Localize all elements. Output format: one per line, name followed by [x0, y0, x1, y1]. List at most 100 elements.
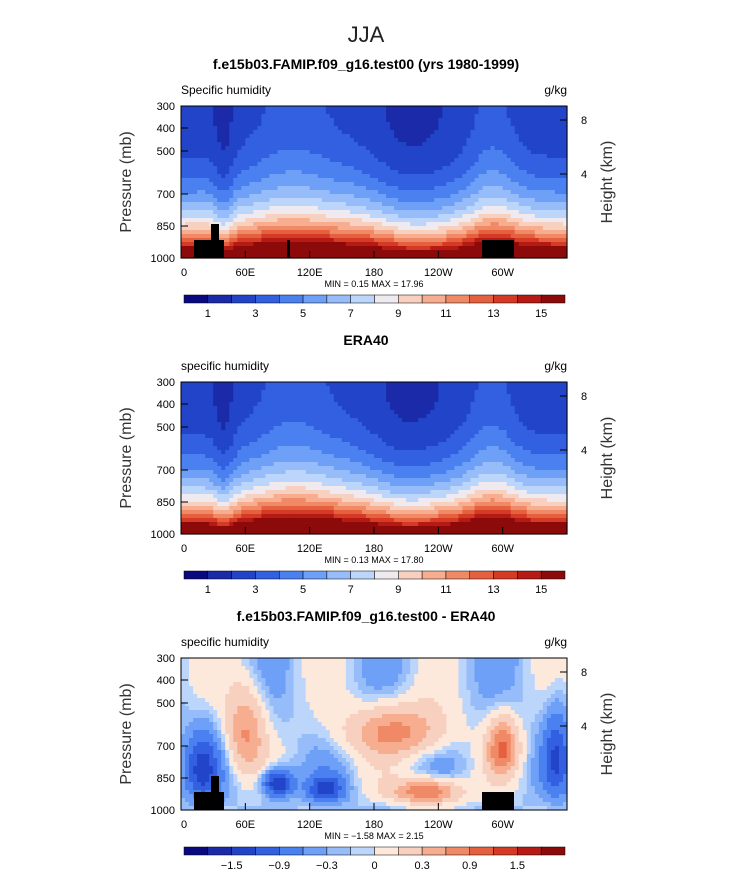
field-cell	[378, 218, 383, 223]
field-cell	[474, 190, 480, 195]
field-cell	[233, 174, 238, 179]
field-cell	[386, 234, 391, 239]
field-cell	[538, 382, 544, 387]
field-cell	[554, 146, 560, 151]
field-cell	[422, 386, 427, 391]
field-cell	[486, 218, 492, 223]
field-cell	[269, 410, 275, 415]
field-cell	[261, 430, 267, 435]
field-cell	[402, 426, 407, 431]
field-cell	[321, 182, 327, 187]
field-cell	[390, 394, 395, 399]
field-cell	[365, 130, 371, 135]
field-cell	[229, 246, 234, 251]
field-cell	[205, 186, 210, 191]
field-cell	[253, 126, 258, 131]
field-cell	[546, 426, 552, 431]
field-cell	[382, 194, 387, 199]
field-cell	[253, 206, 258, 211]
field-cell	[498, 170, 504, 175]
field-cell	[542, 198, 548, 203]
field-cell	[526, 402, 532, 407]
field-cell	[518, 158, 524, 163]
field-cell	[269, 226, 275, 231]
field-cell	[450, 246, 456, 251]
field-cell	[402, 122, 407, 127]
field-cell	[378, 390, 383, 395]
field-cell	[305, 238, 311, 243]
field-cell	[365, 422, 371, 427]
field-cell	[353, 398, 359, 403]
field-cell	[365, 170, 371, 175]
field-cell	[458, 206, 464, 211]
field-cell	[297, 178, 303, 183]
field-cell	[305, 126, 311, 131]
field-cell	[522, 134, 528, 139]
field-cell	[558, 406, 564, 411]
field-cell	[257, 138, 263, 143]
field-cell	[217, 122, 222, 127]
field-cell	[390, 106, 395, 111]
field-cell	[357, 134, 363, 139]
field-cell	[538, 194, 544, 199]
field-cell	[301, 210, 307, 215]
field-cell	[462, 410, 468, 415]
field-cell	[410, 106, 415, 111]
field-cell	[434, 154, 439, 159]
field-cell	[406, 202, 411, 207]
field-cell	[386, 390, 391, 395]
field-cell	[474, 142, 480, 147]
field-cell	[313, 190, 319, 195]
field-cell	[225, 250, 230, 255]
field-cell	[361, 182, 367, 187]
field-cell	[374, 250, 379, 255]
field-cell	[530, 126, 536, 131]
field-cell	[526, 222, 532, 227]
field-cell	[514, 106, 520, 111]
field-cell	[333, 182, 339, 187]
field-cell	[374, 162, 379, 167]
field-cell	[526, 390, 532, 395]
field-cell	[530, 246, 536, 251]
field-cell	[313, 230, 319, 235]
field-cell	[506, 398, 512, 403]
field-cell	[309, 186, 315, 191]
field-cell	[329, 142, 335, 147]
field-cell	[313, 422, 319, 427]
field-cell	[478, 414, 484, 419]
field-cell	[386, 202, 391, 207]
field-cell	[378, 214, 383, 219]
field-cell	[245, 406, 250, 411]
field-cell	[402, 194, 407, 199]
field-cell	[550, 194, 556, 199]
field-cell	[221, 226, 226, 231]
field-cell	[450, 182, 456, 187]
field-cell	[297, 198, 303, 203]
field-cell	[321, 238, 327, 243]
field-cell	[522, 142, 528, 147]
field-cell	[514, 146, 520, 151]
field-cell	[486, 382, 492, 387]
field-cell	[265, 194, 271, 199]
field-cell	[390, 222, 395, 227]
field-cell	[430, 390, 435, 395]
field-cell	[225, 218, 230, 223]
field-cell	[462, 194, 468, 199]
field-cell	[281, 414, 287, 419]
field-cell	[522, 242, 528, 247]
field-cell	[494, 166, 500, 171]
field-cell	[550, 130, 556, 135]
field-cell	[522, 210, 528, 215]
field-cell	[185, 166, 190, 171]
field-cell	[402, 406, 407, 411]
field-cell	[426, 382, 431, 387]
field-cell	[229, 170, 234, 175]
field-cell	[313, 234, 319, 239]
field-cell	[293, 146, 299, 151]
field-cell	[430, 114, 435, 119]
field-cell	[458, 250, 464, 255]
field-cell	[450, 114, 456, 119]
field-cell	[502, 390, 508, 395]
field-cell	[233, 194, 238, 199]
field-cell	[534, 130, 540, 135]
